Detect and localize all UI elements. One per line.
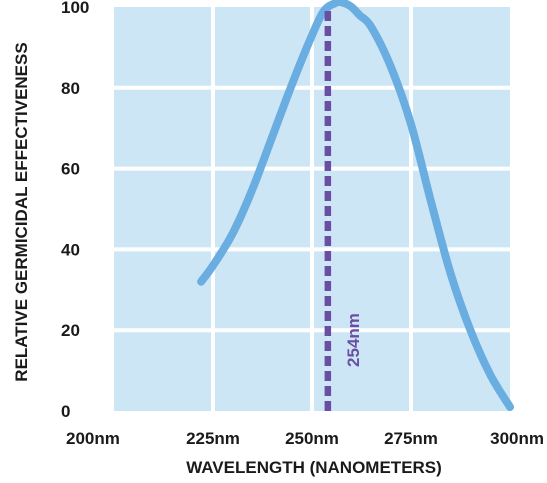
- grid-lines: [114, 7, 510, 411]
- y-tick-label: 0: [61, 402, 70, 421]
- wavelength-marker-label: 254nm: [344, 313, 363, 367]
- y-tick-label: 80: [61, 79, 80, 98]
- annotation-layer: 254nm: [324, 11, 363, 411]
- effectiveness-curve: [197, 0, 514, 411]
- y-axis-ticks: 0 20 40 60 80 100: [61, 0, 89, 421]
- x-tick-label: 275nm: [384, 429, 438, 448]
- y-tick-label: 40: [61, 240, 80, 259]
- y-tick-label: 60: [61, 160, 80, 179]
- y-axis-title: RELATIVE GERMICIDAL EFFECTIVENESS: [12, 42, 31, 381]
- x-tick-label: 225nm: [186, 429, 240, 448]
- y-tick-label: 100: [61, 0, 89, 17]
- x-tick-label: 250nm: [285, 429, 339, 448]
- series-layer: [197, 0, 514, 411]
- x-tick-label: 300nm: [490, 429, 544, 448]
- y-tick-label: 20: [61, 321, 80, 340]
- x-axis-ticks: 200nm 225nm 250nm 275nm 300nm: [66, 429, 544, 448]
- x-tick-label: 200nm: [66, 429, 120, 448]
- x-axis-title: WAVELENGTH (NANOMETERS): [186, 458, 442, 477]
